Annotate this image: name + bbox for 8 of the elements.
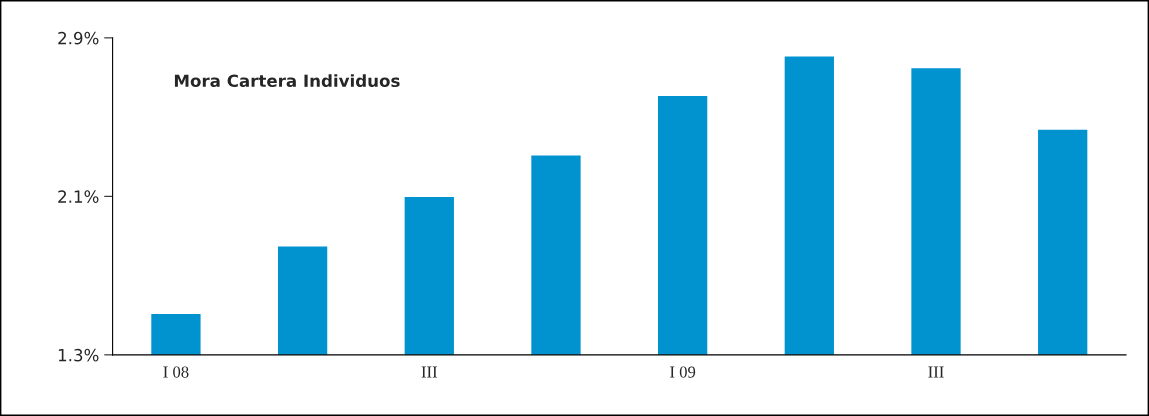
x-tick-label: I 09 bbox=[670, 366, 696, 378]
x-tick-label: III bbox=[421, 366, 438, 378]
y-tick-label: 1.3% bbox=[58, 348, 99, 362]
y-tick-label: 2.1% bbox=[58, 190, 99, 203]
y-tick-label: 2.9% bbox=[58, 31, 99, 45]
text: Mora Cartera Individuos bbox=[174, 74, 400, 88]
x-tick-label: III bbox=[928, 366, 944, 378]
x-tick-label: I 08 bbox=[163, 366, 189, 378]
